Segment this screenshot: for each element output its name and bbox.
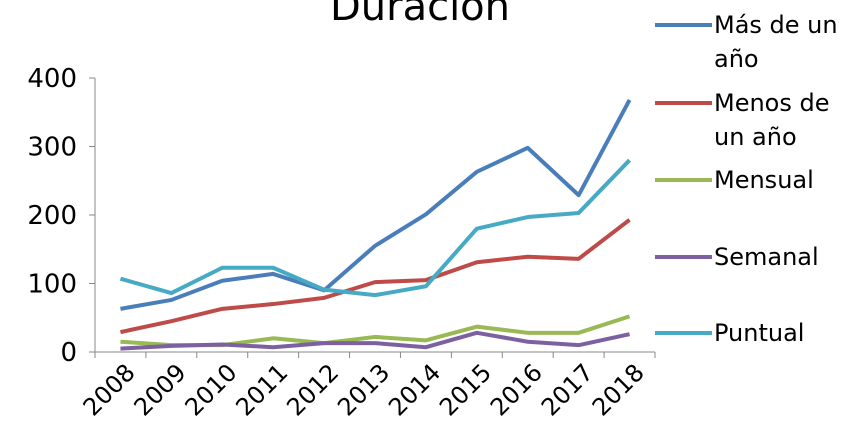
legend-label: Mensual: [714, 166, 814, 194]
legend-label: Puntual: [714, 319, 804, 347]
y-tick-label: 200: [27, 201, 77, 231]
x-tick-label: 2014: [383, 358, 446, 421]
legend-label: Menos de un año: [714, 89, 830, 151]
x-tick-label: 2018: [587, 358, 650, 421]
legend-label: Semanal: [714, 243, 819, 271]
x-tick-label: 2017: [536, 358, 599, 421]
x-tick-label: 2009: [129, 358, 192, 421]
x-tick-label: 2015: [434, 358, 497, 421]
series-line: [120, 218, 631, 335]
series-line: [120, 98, 632, 311]
chart-title: Duración: [330, 0, 510, 30]
legend-label: Más de un año: [714, 11, 838, 73]
x-tick-label: 2013: [332, 358, 395, 421]
x-tick-label: 2008: [78, 358, 141, 421]
series-line: [119, 158, 631, 298]
x-tick-label: 2012: [281, 358, 344, 421]
y-tick-label: 300: [27, 133, 77, 163]
x-tick-label: 2016: [485, 358, 548, 421]
y-tick-label: 0: [60, 338, 77, 368]
y-tick-label: 400: [27, 64, 77, 94]
x-tick-label: 2010: [180, 358, 243, 421]
y-tick-label: 100: [27, 270, 77, 300]
series-line: [120, 330, 630, 351]
x-tick-label: 2011: [230, 358, 293, 421]
series-line: [120, 314, 631, 348]
